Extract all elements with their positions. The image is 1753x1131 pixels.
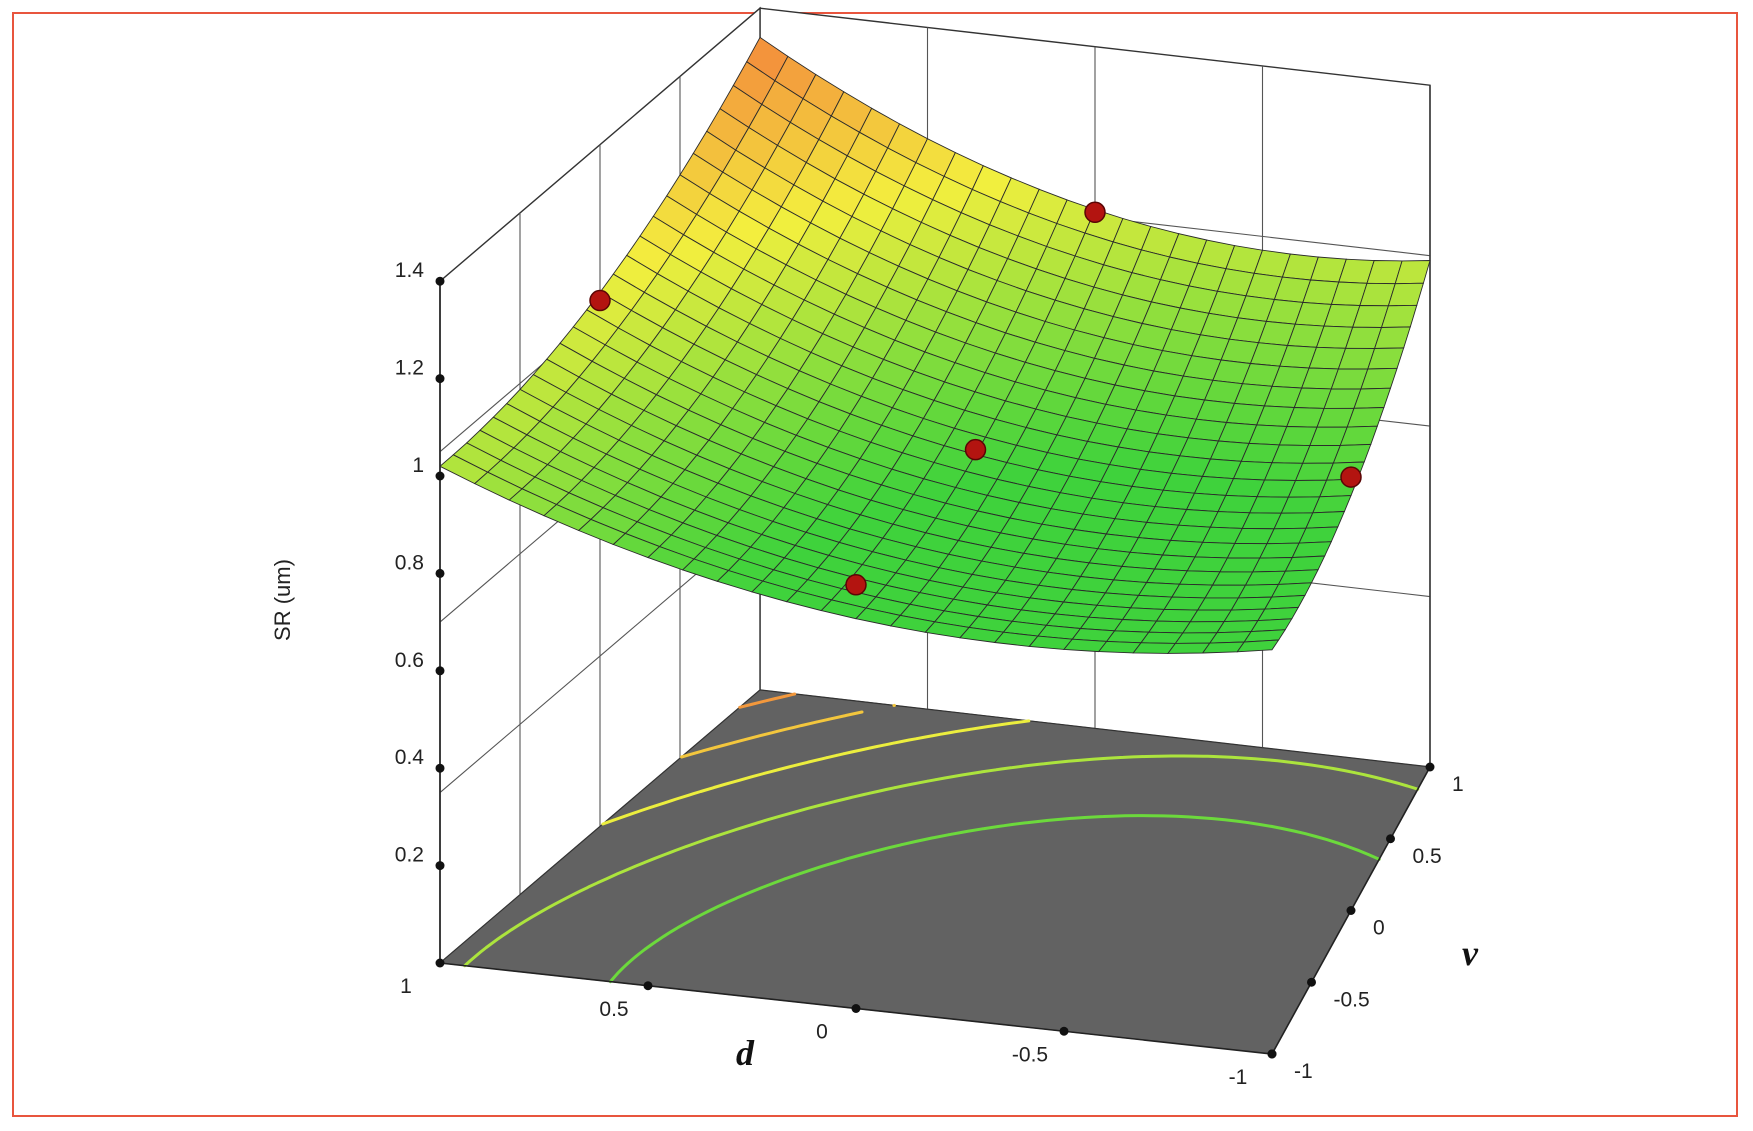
d-tick-label: -1 xyxy=(1229,1066,1248,1089)
v-tick-mark xyxy=(1267,1049,1277,1059)
v-tick-mark xyxy=(1386,834,1395,844)
contour-line xyxy=(463,754,1420,968)
d-tick-label: 0 xyxy=(816,1021,828,1044)
sr-tick-label: 0.6 xyxy=(395,649,424,672)
v-tick-mark xyxy=(1346,906,1356,915)
sr-tick-label: 0.2 xyxy=(395,844,424,867)
design-point xyxy=(589,289,611,312)
sr-tick-mark xyxy=(435,666,445,676)
v-tick-label: 0 xyxy=(1373,917,1385,940)
sr-tick-label: 1.2 xyxy=(395,357,424,380)
contour-line xyxy=(680,703,896,759)
d-tick-label: 0.5 xyxy=(599,998,628,1021)
d-tick-mark xyxy=(643,981,653,991)
contour-line xyxy=(601,719,1031,826)
design-points xyxy=(589,201,1362,596)
d-tick-label: -0.5 xyxy=(1012,1043,1048,1066)
d-tick-label: 1 xyxy=(400,975,412,998)
sr-tick-mark xyxy=(435,763,445,773)
design-point xyxy=(1084,201,1106,224)
d-tick-mark xyxy=(851,1004,861,1013)
y-axis-title: v xyxy=(1462,933,1479,973)
design-point xyxy=(1340,466,1362,488)
sr-tick-label: 0.4 xyxy=(395,746,425,769)
z-axis-title: SR (um) xyxy=(270,559,295,641)
v-tick-label: -1 xyxy=(1294,1060,1313,1083)
sr-tick-mark xyxy=(435,276,445,286)
surface-cell xyxy=(1236,639,1280,653)
contour-line xyxy=(608,814,1381,984)
v-tick-mark xyxy=(1307,977,1316,987)
sr-tick-mark xyxy=(435,374,445,384)
sr-tick-mark xyxy=(435,568,445,578)
sr-tick-label: 0.8 xyxy=(395,551,424,574)
response-surface xyxy=(439,36,1431,654)
v-tick-label: 0.5 xyxy=(1413,845,1442,868)
sr-tick-mark xyxy=(435,471,445,481)
contour-lines xyxy=(463,692,1420,984)
d-tick-mark xyxy=(435,958,445,968)
design-point xyxy=(964,438,987,461)
d-tick-mark xyxy=(1059,1026,1069,1036)
tick-labels: 1 0.5 0 -0.5 -1 1 0.5 0 -0.5 -1 0.2 0.4 0.6 0.8 1 1.2 1.… xyxy=(395,259,1464,1089)
v-tick-label: -0.5 xyxy=(1334,988,1370,1011)
surface-cell xyxy=(1291,541,1333,558)
v-tick-mark xyxy=(1425,762,1435,772)
design-point xyxy=(845,574,867,596)
v-tick-label: 1 xyxy=(1452,773,1464,796)
sr-tick-label: 1 xyxy=(412,454,424,477)
axes xyxy=(435,276,1435,1059)
sr-tick-mark xyxy=(435,861,445,871)
contour-line xyxy=(738,692,797,709)
x-axis-title: d xyxy=(736,1033,755,1073)
sr-tick-label: 1.4 xyxy=(395,259,425,282)
